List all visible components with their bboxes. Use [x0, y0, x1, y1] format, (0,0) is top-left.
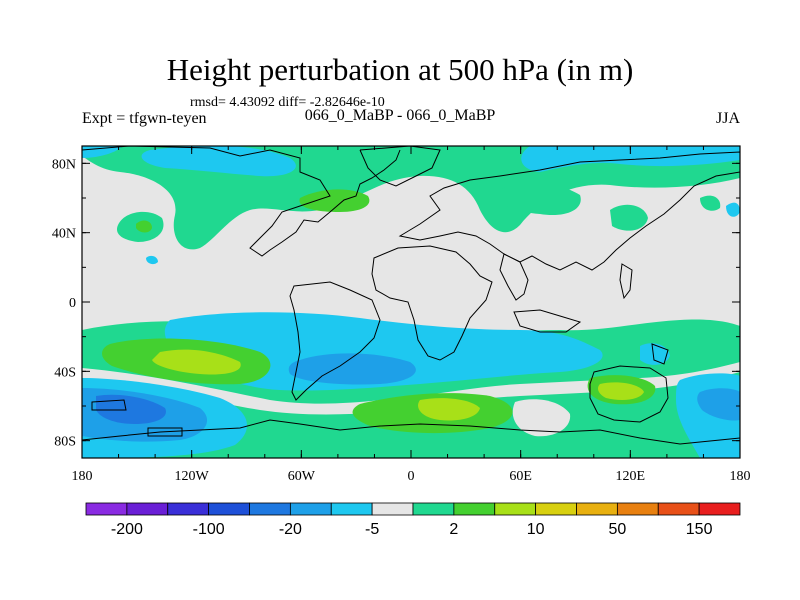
- axis-tick-labels: 180 120W 60W 0 60E 120E 180 80N 40N 0 40S 80S: [52, 157, 751, 484]
- colorbar-label: -5: [365, 521, 379, 538]
- contour-blob-40n-inner: [136, 220, 152, 233]
- colorbar-swatch: [576, 502, 618, 516]
- colorbar-label: 150: [686, 521, 713, 538]
- y-tick-label: 80S: [54, 435, 76, 450]
- coastline-new-zealand: [651, 343, 669, 365]
- coastline-japan: [619, 263, 633, 300]
- coastline-north-america: [82, 146, 401, 257]
- stats-text: rmsd= 4.43092 diff= -2.82646e-10: [190, 95, 385, 110]
- colorbar-swatch: [494, 502, 537, 516]
- difference-label: 066_0_MaBP - 066_0_MaBP: [304, 107, 496, 124]
- colorbar-swatch: [698, 502, 741, 516]
- contour-blob-small: [146, 255, 158, 265]
- x-tick-label: 120E: [616, 469, 646, 484]
- coastline-eurasia: [398, 151, 740, 271]
- colorbar-label: 10: [527, 521, 545, 538]
- contour-dark-blue-se: [697, 388, 740, 421]
- colorbar-label: 2: [449, 521, 458, 538]
- coastline-antarctica: [82, 419, 740, 445]
- colorbar-swatch: [289, 502, 332, 516]
- colorbar-swatch: [126, 502, 169, 516]
- y-tick-label: 40S: [54, 365, 76, 380]
- x-tick-label: 180: [72, 469, 93, 484]
- x-tick-label: 120W: [175, 469, 210, 484]
- contour-green-north-2: [299, 189, 370, 212]
- y-tick-label: 80N: [52, 157, 76, 172]
- contour-darker-blue-sw: [96, 394, 166, 424]
- colorbar-swatch: [616, 502, 659, 516]
- contour-blob-east: [726, 202, 740, 217]
- coastline-antarctica-3: [147, 427, 183, 437]
- x-tick-label: 180: [730, 469, 751, 484]
- colorbar-swatch: [167, 502, 210, 516]
- coastline-antarctica-2: [91, 399, 127, 411]
- contour-blue-north-1: [141, 146, 296, 177]
- colorbar-swatch: [330, 502, 373, 516]
- y-tick-label: 40N: [52, 227, 76, 242]
- colorbar-swatch: [85, 502, 128, 516]
- colorbar: [85, 502, 741, 516]
- contour-blob-60e: [498, 182, 581, 216]
- season-label: JJA: [715, 110, 740, 127]
- colorbar-swatch: [453, 502, 496, 516]
- contour-white-patch: [512, 399, 571, 437]
- coastline-south-america: [289, 281, 381, 401]
- colorbar-label: 50: [608, 521, 626, 538]
- x-tick-label: 0: [408, 469, 415, 484]
- colorbar-swatch: [249, 502, 291, 516]
- colorbar-labels: -200 -100 -20 -5 2 10 50 150: [111, 521, 713, 538]
- colorbar-swatch: [657, 502, 700, 516]
- x-tick-label: 60W: [288, 469, 316, 484]
- contour-white-gap: [82, 362, 740, 415]
- coastlines: [82, 146, 740, 445]
- contour-blob-100e: [610, 204, 648, 231]
- contour-yellow-120e: [598, 382, 644, 400]
- contour-blue-south-band: [164, 312, 603, 391]
- contour-blue-patch-120e: [640, 343, 670, 365]
- chart-title: Height perturbation at 500 hPa (in m): [166, 52, 634, 87]
- coastline-india: [499, 253, 529, 301]
- contour-fields: [82, 146, 740, 458]
- contour-yellow-south-2: [152, 349, 241, 375]
- x-tick-label: 60E: [509, 469, 532, 484]
- colorbar-swatch: [535, 502, 577, 516]
- colorbar-swatch: [371, 502, 414, 516]
- contour-yellow-south-3: [418, 398, 480, 421]
- contour-blob-160e: [700, 195, 721, 211]
- coastline-africa: [371, 245, 493, 361]
- coastline-indonesia: [513, 309, 582, 333]
- axis-ticks: [81, 146, 741, 458]
- colorbar-label: -20: [279, 521, 302, 538]
- coastline-australia: [589, 365, 669, 423]
- colorbar-swatch: [412, 502, 455, 516]
- experiment-label: Expt = tfgwn-teyen: [82, 110, 207, 127]
- y-tick-label: 0: [69, 296, 76, 311]
- colorbar-swatch: [208, 502, 250, 516]
- colorbar-label: -200: [111, 521, 143, 538]
- colorbar-label: -100: [193, 521, 225, 538]
- coastline-greenland: [359, 146, 441, 187]
